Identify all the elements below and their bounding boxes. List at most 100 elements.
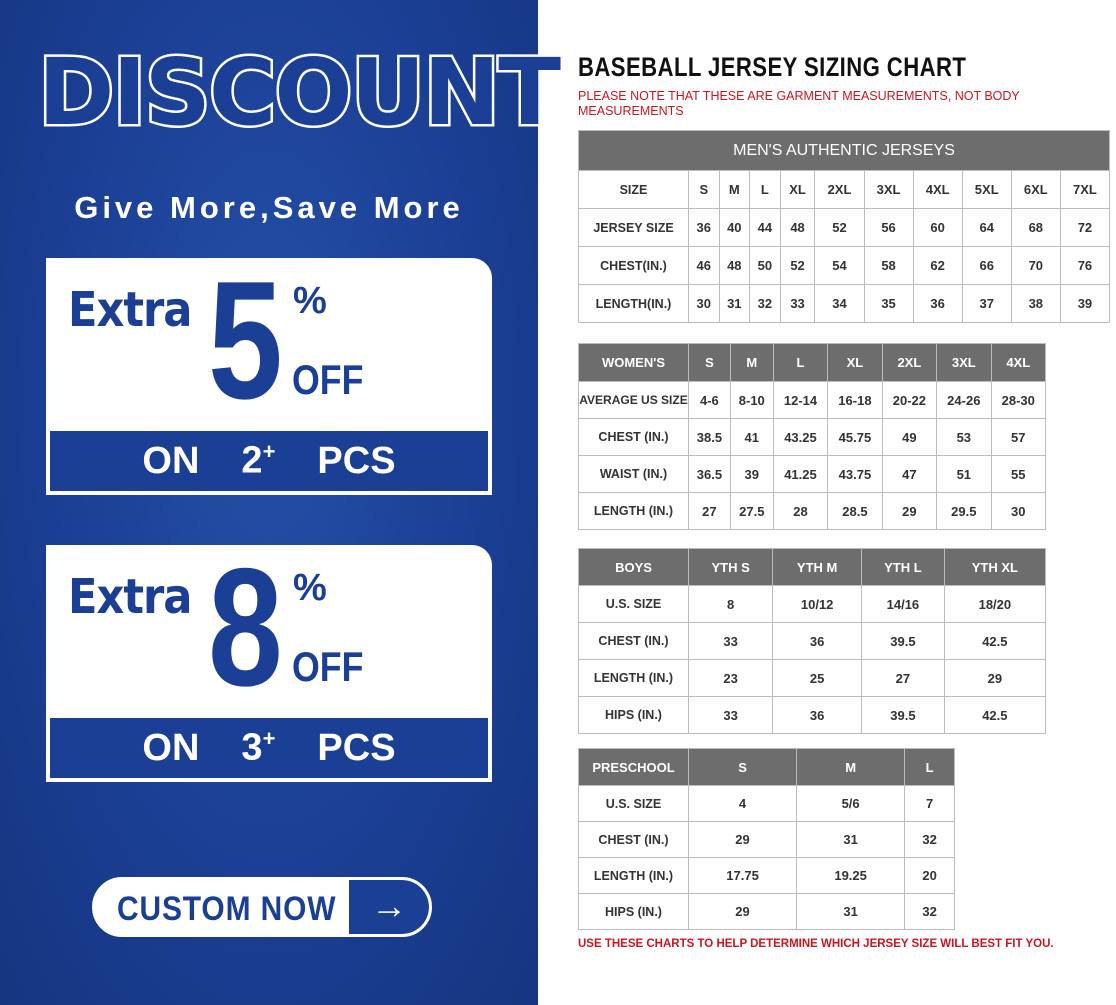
table-row: U.S. SIZE 8 10/12 14/16 18/20 xyxy=(578,585,1047,623)
percent-sign: % xyxy=(293,280,327,322)
table-cell: 19.25 xyxy=(796,857,906,894)
table-row: HIPS (IN.) 29 31 32 xyxy=(578,893,955,930)
table-row: U.S. SIZE 4 5/6 7 xyxy=(578,785,955,822)
table-cell: 29 xyxy=(687,821,798,858)
row-label: AVERAGE US SIZE xyxy=(578,381,689,419)
chart-note: PLEASE NOTE THAT THESE ARE GARMENT MEASU… xyxy=(578,89,1020,118)
table-row: LENGTH (IN.) 17.75 19.25 20 xyxy=(578,857,955,894)
header-cell: YTH XL xyxy=(943,548,1047,586)
table-cell: 20 xyxy=(904,857,955,894)
offer-off: OFF xyxy=(292,356,364,403)
table-row: AVERAGE US SIZE 4-6 8-10 12-14 16-18 20-22 24-… xyxy=(578,381,1047,419)
table-cell: 32 xyxy=(904,893,955,930)
table-cell: 39 xyxy=(729,455,774,493)
header-cell: S xyxy=(688,343,731,382)
sizing-chart-panel: BASEBALL JERSEY SIZING CHART PLEASE NOTE… xyxy=(540,0,1116,1005)
row-label: LENGTH (IN.) xyxy=(578,492,689,530)
table-cell: 45.75 xyxy=(827,418,883,456)
table-header-row: PRESCHOOL S M L xyxy=(578,748,955,786)
table-cell: 33 xyxy=(687,622,774,660)
table-cell: 23 xyxy=(687,659,774,697)
table-cell: 42.5 xyxy=(943,696,1047,734)
header-cell: L xyxy=(772,343,829,382)
table-cell: 39 xyxy=(1059,284,1111,323)
table-cell: 36.5 xyxy=(688,455,731,493)
table-cell: 47 xyxy=(881,455,938,493)
header-cell: 2XL xyxy=(814,170,865,209)
table-cell: 40 xyxy=(718,208,751,247)
offer-extra: Extra xyxy=(68,282,192,338)
row-label: CHEST (IN.) xyxy=(578,418,689,456)
table-cell: 62 xyxy=(912,246,963,285)
qty-plus: + xyxy=(262,726,276,752)
table-cell: 29 xyxy=(687,893,798,930)
table-row: HIPS (IN.) 33 36 39.5 42.5 xyxy=(578,696,1047,734)
offer-off: OFF xyxy=(292,643,364,690)
custom-now-button[interactable]: CUSTOM NOW → xyxy=(92,877,432,937)
table-header-row: WOMEN'S S M L XL 2XL 3XL 4XL xyxy=(578,343,1047,382)
table-cell: 32 xyxy=(749,284,781,323)
header-cell: S xyxy=(687,748,798,786)
table-cell: 4 xyxy=(687,785,798,822)
preschool-table: PRESCHOOL S M L U.S. SIZE 4 5/6 7 CHEST (IN.) 29 3… xyxy=(578,748,955,930)
table-cell: 8-10 xyxy=(729,381,774,419)
row-label: CHEST (IN.) xyxy=(578,622,689,660)
table-cell: 34 xyxy=(814,284,865,323)
table-cell: 31 xyxy=(796,821,906,858)
row-label: HIPS (IN.) xyxy=(578,696,689,734)
table-cell: 50 xyxy=(749,246,781,285)
table-cell: 14/16 xyxy=(861,585,945,623)
tagline: Give More,Save More xyxy=(74,190,464,225)
table-cell: 51 xyxy=(936,455,992,493)
table-cell: 17.75 xyxy=(687,857,798,894)
table-cell: 4-6 xyxy=(688,381,731,419)
header-cell: PRESCHOOL xyxy=(578,748,689,786)
table-cell: 36 xyxy=(912,284,963,323)
table-cell: 8 xyxy=(687,585,774,623)
percent-sign: % xyxy=(293,567,327,609)
table-cell: 28 xyxy=(772,492,829,530)
table-cell: 36 xyxy=(772,696,863,734)
row-label: HIPS (IN.) xyxy=(578,893,689,930)
table-cell: 64 xyxy=(961,208,1012,247)
table-cell: 27.5 xyxy=(729,492,774,530)
row-label: WAIST (IN.) xyxy=(578,455,689,493)
table-cell: 27 xyxy=(861,659,945,697)
table-cell: 54 xyxy=(814,246,865,285)
table-cell: 18/20 xyxy=(943,585,1047,623)
table-row: WAIST (IN.) 36.5 39 41.25 43.75 47 51 55 xyxy=(578,455,1047,493)
header-cell: L xyxy=(904,748,955,786)
table-row: CHEST (IN.) 33 36 39.5 42.5 xyxy=(578,622,1047,660)
header-cell: XL xyxy=(779,170,816,209)
table-cell: 60 xyxy=(912,208,963,247)
header-cell: M xyxy=(718,170,751,209)
table-row: LENGTH (IN.) 23 25 27 29 xyxy=(578,659,1047,697)
table-cell: 25 xyxy=(772,659,863,697)
header-cell: 5XL xyxy=(961,170,1012,209)
offer-qty: 2+ xyxy=(241,439,275,483)
offer-quantity-bar: ON 3+ PCS xyxy=(48,716,490,780)
header-cell: 2XL xyxy=(881,343,938,382)
table-cell: 55 xyxy=(990,455,1047,493)
table-cell: 31 xyxy=(718,284,751,323)
womens-table: WOMEN'S S M L XL 2XL 3XL 4XL AVERAGE US SIZE 4-6 8… xyxy=(578,343,1047,530)
offer-unit: PCS xyxy=(317,726,396,769)
table-header-row: BOYS YTH S YTH M YTH L YTH XL xyxy=(578,548,1047,586)
table-cell: 76 xyxy=(1059,246,1111,285)
header-cell: 3XL xyxy=(863,170,914,209)
offer-unit: PCS xyxy=(317,439,396,482)
table-cell: 43.25 xyxy=(772,418,829,456)
table-cell: 35 xyxy=(863,284,914,323)
offer-on: ON xyxy=(142,726,200,769)
header-cell: 4XL xyxy=(990,343,1047,382)
table-cell: 48 xyxy=(779,208,816,247)
table-cell: 28.5 xyxy=(827,492,883,530)
qty-plus: + xyxy=(262,439,276,465)
table-cell: 38 xyxy=(1010,284,1061,323)
header-cell: WOMEN'S xyxy=(578,343,689,382)
table-cell: 33 xyxy=(687,696,774,734)
chart-footer: USE THESE CHARTS TO HELP DETERMINE WHICH… xyxy=(578,938,1054,950)
table-cell: 42.5 xyxy=(943,622,1047,660)
table-cell: 30 xyxy=(688,284,720,323)
table-cell: 56 xyxy=(863,208,914,247)
